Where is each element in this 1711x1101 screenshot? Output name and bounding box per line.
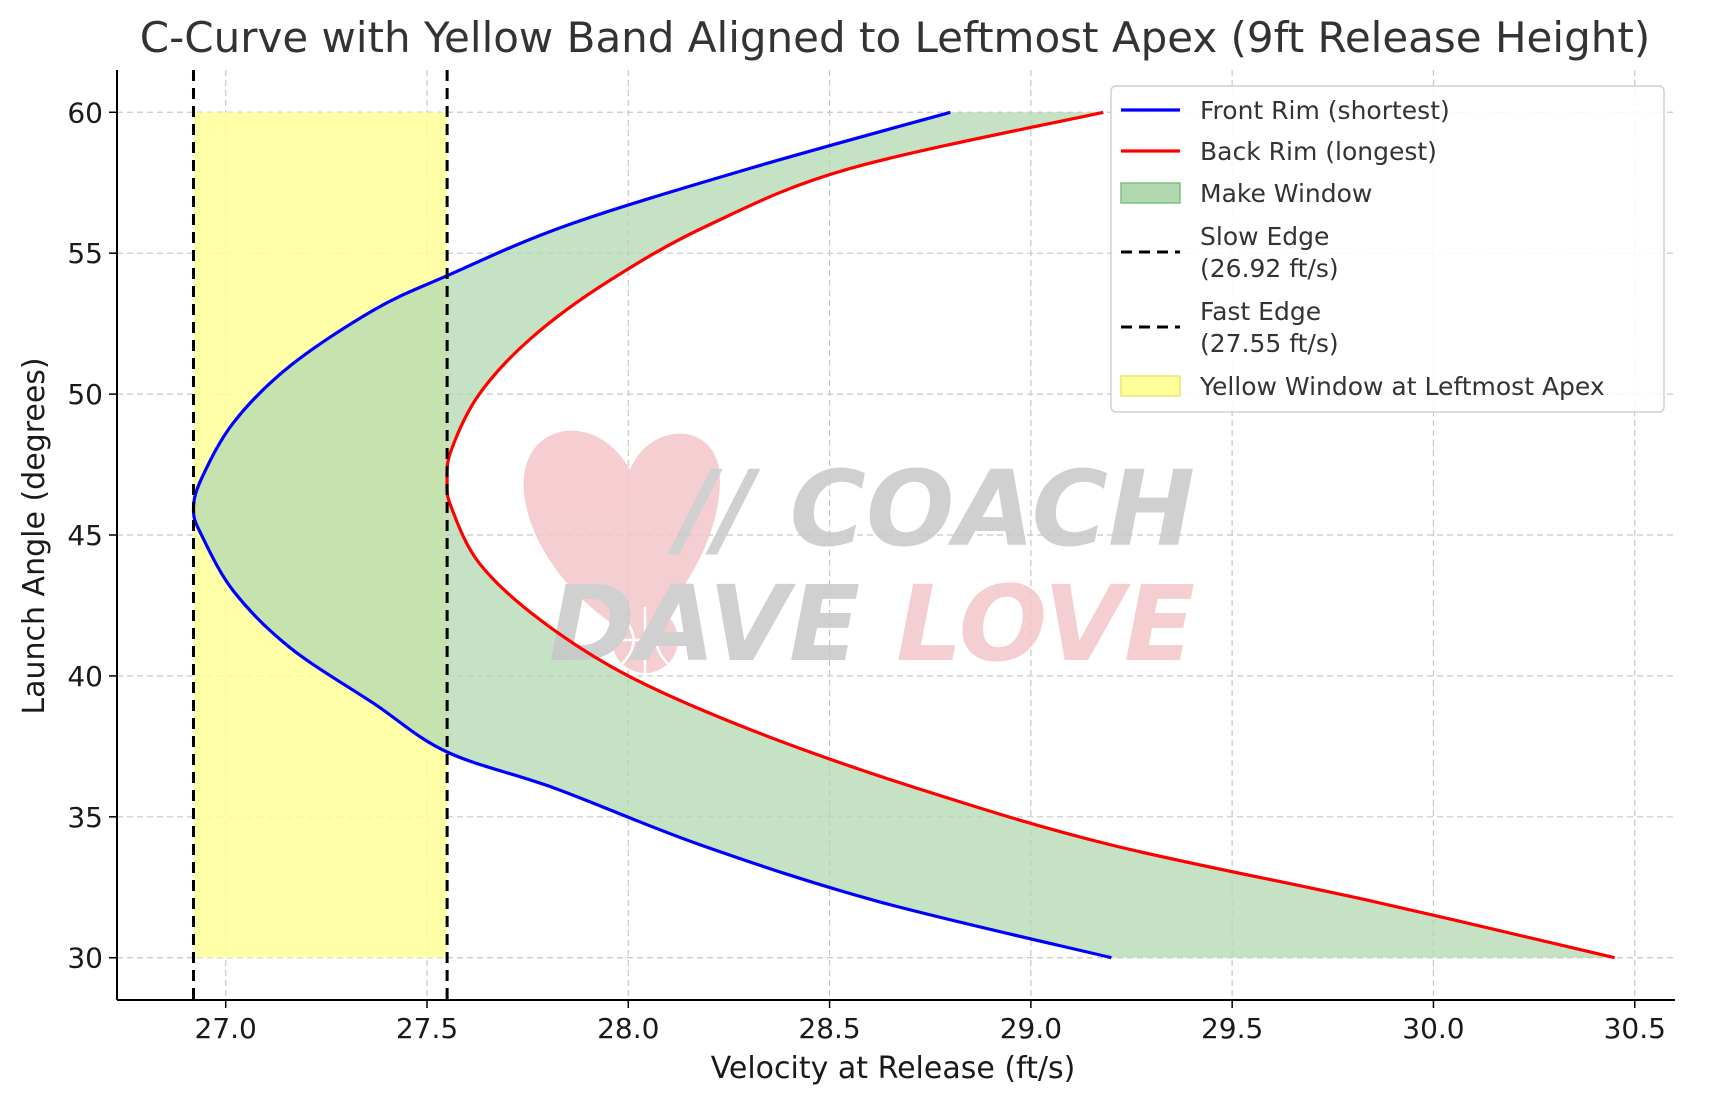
- legend-label-3: Slow Edge: [1200, 222, 1329, 251]
- legend-label-1: Back Rim (longest): [1200, 137, 1437, 166]
- y-tick-label-5: 55: [67, 237, 103, 270]
- x-tick-label-4: 29.0: [1000, 1012, 1062, 1045]
- watermark-line2-love: LOVE: [896, 563, 1195, 685]
- y-axis-label: Launch Angle (degrees): [17, 357, 52, 714]
- curves: [191, 110, 1615, 960]
- y-tick-label-4: 50: [67, 378, 103, 411]
- legend-label-4-sub: (27.55 ft/s): [1200, 329, 1339, 358]
- chart-title: C-Curve with Yellow Band Aligned to Left…: [140, 13, 1650, 62]
- x-tick-label-7: 30.5: [1604, 1012, 1666, 1045]
- watermark-line2-dave: DAVE: [549, 563, 897, 685]
- legend-box: [1110, 85, 1665, 413]
- x-tick-label-0: 27.0: [195, 1012, 257, 1045]
- legend-label-2: Make Window: [1200, 179, 1372, 208]
- watermark-heart: [523, 430, 720, 640]
- y-tick-label-2: 40: [67, 660, 103, 693]
- x-tick-label-1: 27.5: [396, 1012, 458, 1045]
- legend-label-0: Front Rim (shortest): [1200, 96, 1450, 125]
- x-axis-label: Velocity at Release (ft/s): [711, 1051, 1076, 1086]
- make-window-area: [193, 112, 1615, 958]
- legend: Front Rim (shortest) Back Rim (longest) Ma…: [1110, 85, 1665, 413]
- watermark-line1: // COACH: [667, 448, 1195, 570]
- watermark-line2: DAVE LOVE: [549, 563, 1195, 685]
- make-window-fill: [193, 112, 1615, 958]
- series-line-1: [445, 110, 1615, 960]
- watermark-ball-seam: [612, 607, 678, 673]
- series-line-0: [191, 110, 1112, 960]
- watermark-logo: // COACH DAVE LOVE: [523, 430, 1195, 685]
- legend-swatch-2: [1120, 182, 1181, 204]
- y-tick-label-3: 45: [67, 519, 103, 552]
- legend-label-5: Yellow Window at Leftmost Apex: [1199, 372, 1605, 401]
- y-tick-label-1: 35: [67, 801, 103, 834]
- x-tick-label-6: 30.0: [1402, 1012, 1464, 1045]
- legend-label-3-sub: (26.92 ft/s): [1200, 254, 1339, 283]
- ticks: 27.0 27.5 28.0 28.5 29.0 29.5 30.0 30.5 30 35 40 45…: [67, 96, 1666, 1045]
- y-tick-label-6: 60: [67, 96, 103, 129]
- edge-lines: [191, 70, 449, 1000]
- x-tick-label-2: 28.0: [597, 1012, 659, 1045]
- legend-swatch-5: [1120, 375, 1181, 397]
- x-tick-label-5: 29.5: [1201, 1012, 1263, 1045]
- legend-label-4: Fast Edge: [1200, 297, 1321, 326]
- x-tick-label-3: 28.5: [798, 1012, 860, 1045]
- y-tick-label-0: 30: [67, 942, 103, 975]
